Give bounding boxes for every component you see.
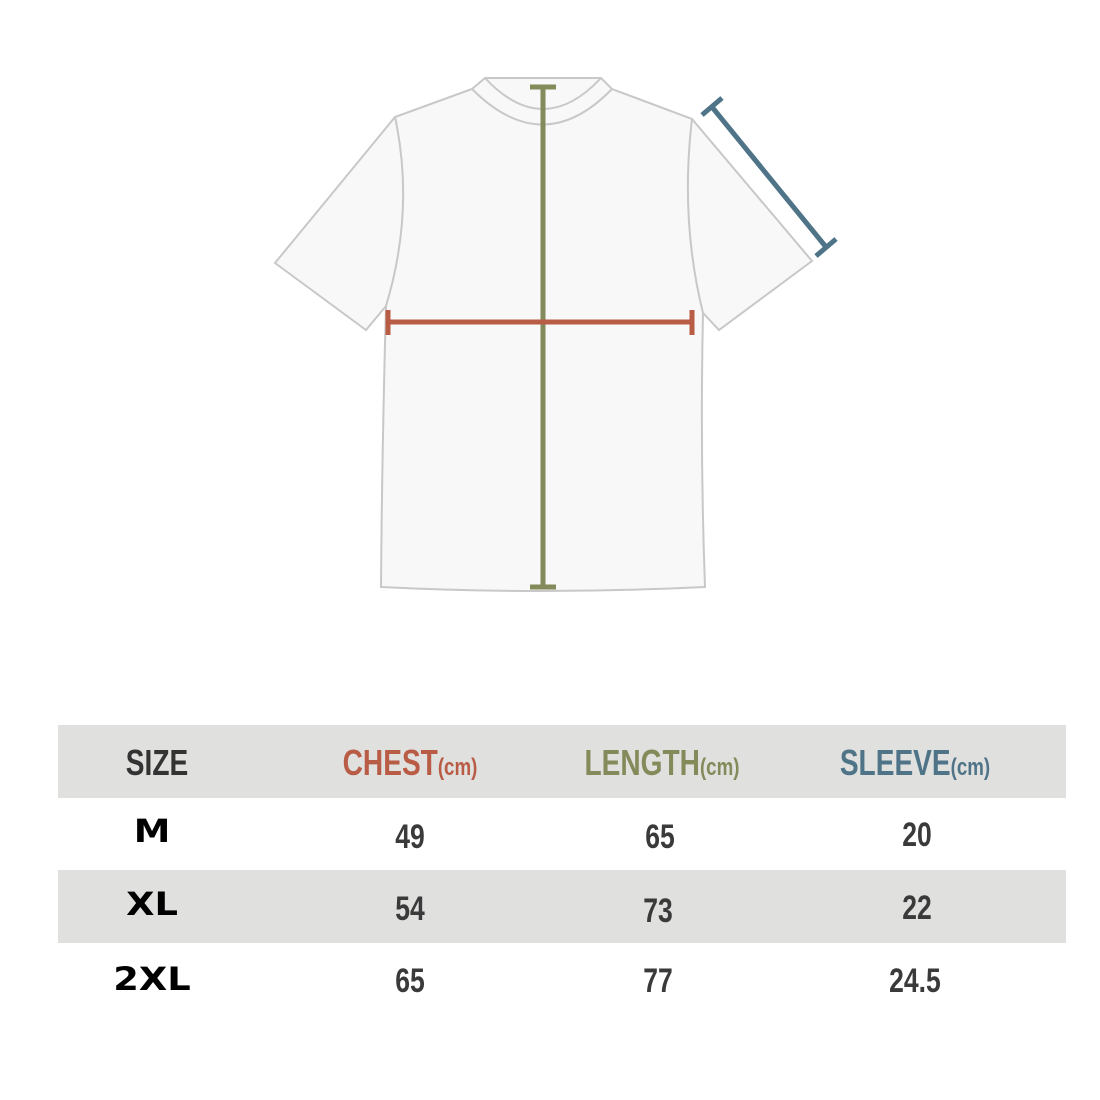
length-measure-line bbox=[530, 84, 556, 590]
chest-measure-line bbox=[385, 310, 695, 335]
header-unit: (cm) bbox=[950, 754, 991, 781]
length-cell: 65 bbox=[645, 818, 675, 856]
chest-cell: 49 bbox=[395, 818, 425, 856]
length-cell: 77 bbox=[643, 962, 673, 1000]
chest-cell: 54 bbox=[395, 890, 425, 928]
header-label: SLEEVE bbox=[839, 742, 951, 783]
size-cell: M bbox=[133, 812, 171, 850]
header-label: SIZE bbox=[125, 742, 189, 783]
header-label: CHEST bbox=[342, 742, 438, 783]
length-cell: 73 bbox=[643, 892, 673, 930]
header-size: SIZE bbox=[63, 742, 250, 784]
chest-cell: 65 bbox=[395, 962, 425, 1000]
header-unit: (cm) bbox=[699, 754, 740, 781]
header-label: LENGTH bbox=[584, 742, 700, 783]
header-chest: CHEST(cm) bbox=[316, 742, 503, 784]
size-cell: 2XL bbox=[113, 960, 191, 998]
size-cell: XL bbox=[126, 885, 178, 923]
table-row-band bbox=[58, 870, 1066, 943]
header-sleeve: SLEEVE(cm) bbox=[821, 742, 1008, 784]
sleeve-measure-line bbox=[700, 96, 838, 258]
sleeve-cell: 20 bbox=[902, 816, 932, 854]
table-header-band bbox=[58, 725, 1066, 798]
sleeve-cell: 22 bbox=[902, 889, 932, 927]
tshirt-diagram bbox=[273, 77, 838, 592]
header-length: LENGTH(cm) bbox=[568, 742, 755, 784]
sleeve-cell: 24.5 bbox=[889, 962, 941, 1000]
header-unit: (cm) bbox=[437, 754, 478, 781]
